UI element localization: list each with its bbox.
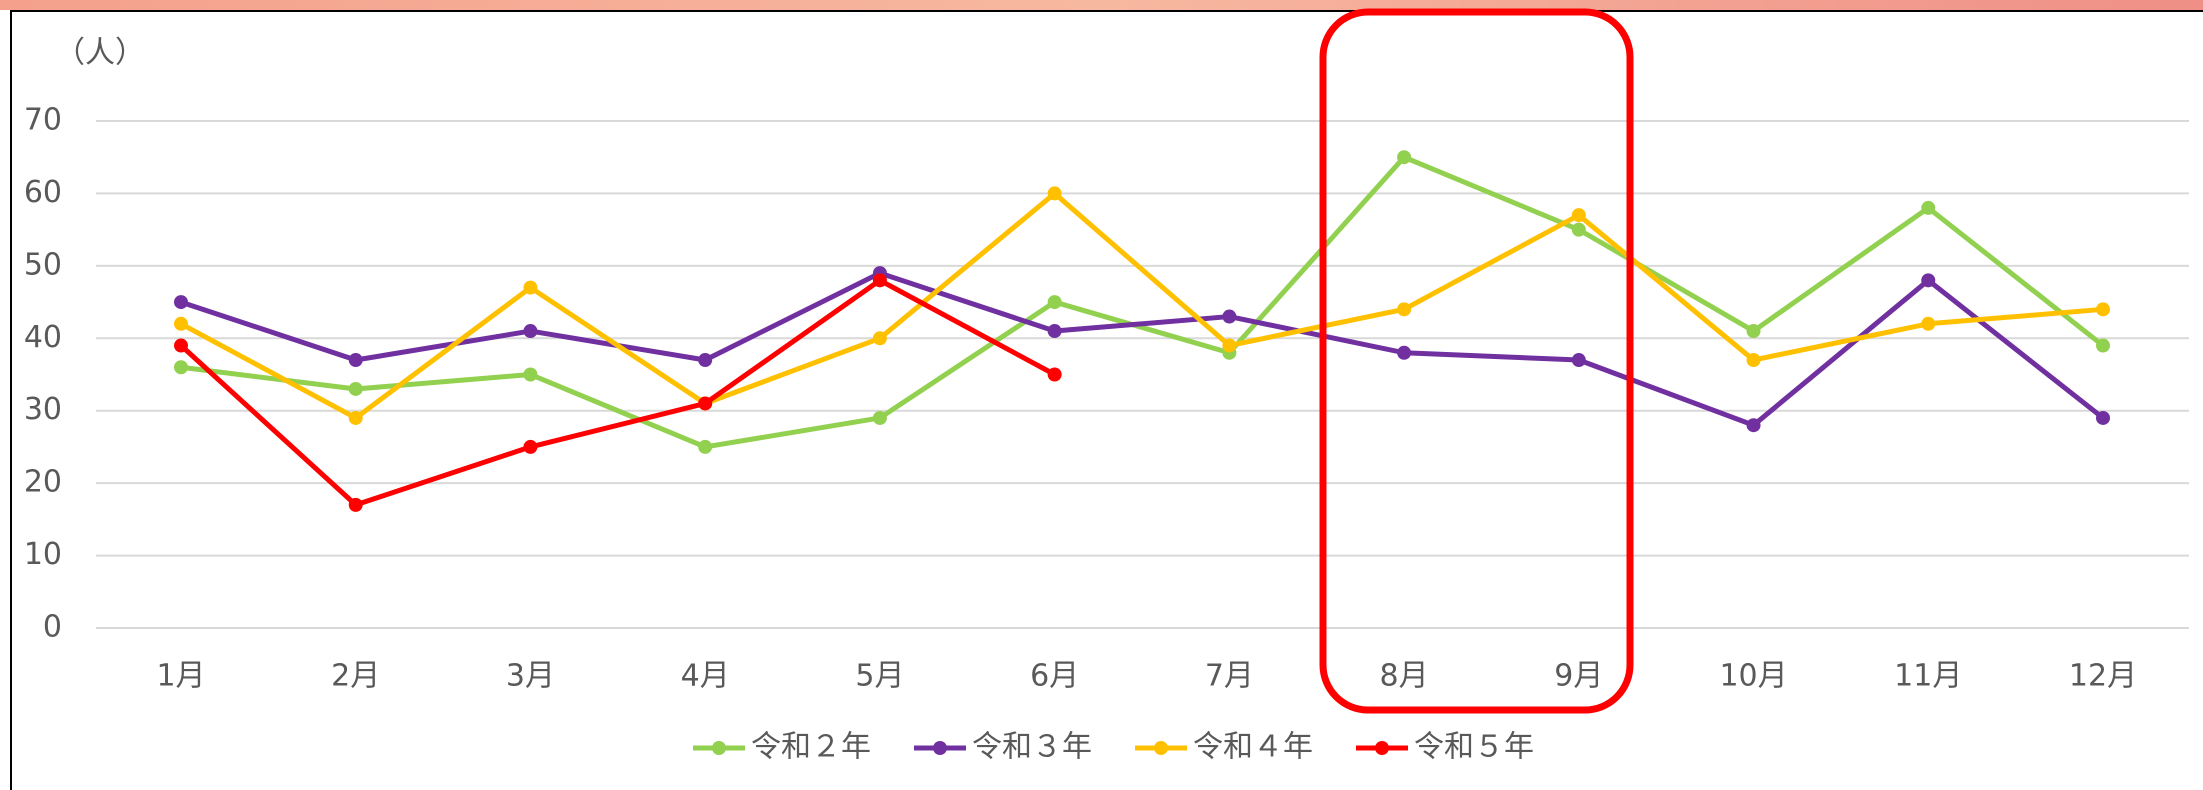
legend-label: 令和２年 (751, 730, 871, 765)
y-tick-label: 20 (24, 465, 62, 500)
point (1047, 324, 1062, 339)
point (1921, 316, 1936, 331)
point (1571, 353, 1586, 368)
highlight-box (1319, 8, 1634, 714)
series-line (180, 270, 2105, 428)
point (1921, 200, 1936, 215)
point (523, 280, 538, 295)
legend-marker (933, 741, 947, 755)
y-tick-label: 10 (24, 537, 62, 572)
plot: 0 10 20 30 40 50 60 70 1月 2月 3月 4月 5月 6月 7月 8月 9月 10月 11月 1… (24, 103, 2189, 765)
y-tick-label: 60 (24, 175, 62, 210)
point (2096, 302, 2110, 317)
point (1047, 186, 1062, 201)
point (698, 396, 713, 411)
series-line (179, 277, 1056, 508)
point (1571, 208, 1586, 223)
y-tick-label: 0 (43, 610, 62, 645)
point (1222, 309, 1237, 324)
y-tick-label: 40 (24, 320, 62, 355)
point (174, 316, 188, 331)
point (174, 338, 188, 353)
point (523, 324, 538, 339)
series-line (180, 154, 2105, 450)
x-tick-label: 5月 (855, 659, 904, 694)
legend-marker (1375, 741, 1389, 755)
x-tick-label: 11月 (1894, 659, 1962, 694)
point (872, 331, 887, 346)
x-tick-label: 4月 (681, 659, 730, 694)
point (1571, 222, 1586, 237)
point (698, 353, 713, 368)
x-tick-label: 8月 (1380, 659, 1429, 694)
legend-marker (712, 741, 726, 755)
legend-label: 令和５年 (1414, 730, 1534, 765)
y-tick-label: 50 (24, 247, 62, 282)
point (348, 410, 363, 425)
point (872, 410, 887, 425)
point (523, 439, 538, 454)
legend-label: 令和４年 (1193, 730, 1313, 765)
legend-label: 令和３年 (972, 730, 1092, 765)
point (1397, 302, 1412, 317)
x-tick-label: 12月 (2069, 659, 2137, 694)
point (1746, 353, 1761, 368)
x-tick-label: 3月 (506, 659, 555, 694)
series-line (179, 190, 2104, 421)
x-tick-label: 2月 (331, 659, 380, 694)
point (348, 497, 363, 512)
point (348, 353, 363, 368)
x-tick-label: 10月 (1719, 659, 1787, 694)
point (1746, 324, 1761, 339)
y-tick-label: 30 (24, 392, 62, 427)
y-tick-label: 70 (24, 103, 62, 138)
point (1397, 345, 1412, 360)
point (1047, 367, 1062, 382)
point (2096, 338, 2110, 353)
x-tick-label: 1月 (156, 659, 205, 694)
point (698, 439, 713, 454)
point (1921, 273, 1936, 288)
x-tick-label: 9月 (1554, 659, 1603, 694)
point (348, 381, 363, 396)
legend-marker (1154, 741, 1168, 755)
point (1746, 418, 1761, 433)
y-unit-label: （人） (55, 36, 145, 71)
point (1397, 150, 1412, 165)
x-tick-label: 6月 (1030, 659, 1079, 694)
point (872, 273, 887, 288)
point (1047, 295, 1062, 310)
point (174, 295, 188, 310)
top-band (0, 0, 2203, 10)
point (2096, 410, 2110, 425)
point (523, 367, 538, 382)
point (1222, 338, 1237, 353)
point (174, 360, 188, 375)
x-tick-label: 7月 (1205, 659, 1254, 694)
